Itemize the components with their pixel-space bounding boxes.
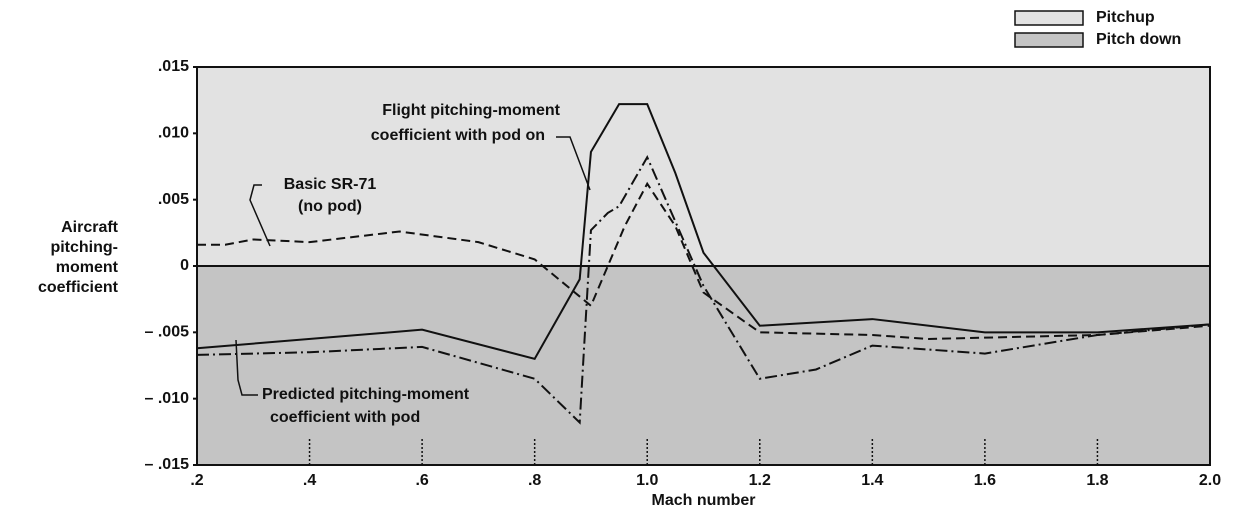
data-line — [196, 103, 1211, 361]
x-tick-label: .4 — [303, 472, 316, 489]
x-axis-label: Mach number — [651, 492, 755, 509]
y-tick-label: .010 — [158, 125, 189, 142]
y-tick-label: – .010 — [145, 390, 190, 407]
y-tick-label: 0 — [180, 257, 189, 274]
y-axis-label: coefficient — [38, 279, 119, 296]
annotation: Flight pitching-moment — [382, 102, 560, 119]
leader-line — [249, 184, 271, 247]
leader-line — [556, 136, 591, 191]
legend-label: Pitchup — [1096, 9, 1155, 26]
y-axis-label: Aircraft — [61, 219, 119, 236]
data-line — [196, 154, 1211, 425]
x-tick-label: 1.6 — [974, 472, 996, 489]
x-tick-label: .2 — [190, 472, 203, 489]
y-axis-label: pitching- — [50, 239, 118, 256]
y-axis-label: moment — [56, 259, 119, 276]
y-tick-label: .005 — [158, 191, 189, 208]
annotation: coefficient with pod — [270, 409, 420, 426]
legend-swatch — [1014, 32, 1084, 48]
legend-swatch — [1014, 10, 1084, 26]
data-line — [197, 181, 1211, 340]
y-tick-label: .015 — [158, 58, 189, 75]
x-tick-label: 1.4 — [861, 472, 883, 489]
x-tick-label: 1.2 — [749, 472, 771, 489]
x-tick-label: 1.0 — [636, 472, 658, 489]
x-tick-label: .8 — [528, 472, 541, 489]
x-tick-label: 1.8 — [1086, 472, 1108, 489]
y-tick-label: – .005 — [145, 324, 190, 341]
leader-line — [235, 339, 258, 396]
legend-label: Pitch down — [1096, 31, 1181, 48]
pitchdown-region — [197, 266, 1210, 465]
x-tick-label: 2.0 — [1199, 472, 1221, 489]
annotation: coefficient with pod on — [371, 127, 545, 144]
x-tick-label: .6 — [415, 472, 428, 489]
leaders — [235, 136, 591, 396]
annotation: Predicted pitching-moment — [262, 386, 470, 403]
annotation: (no pod) — [298, 198, 362, 215]
y-tick-label: – .015 — [145, 456, 190, 473]
annotation: Basic SR-71 — [284, 176, 377, 193]
pitchup-region — [197, 67, 1210, 266]
